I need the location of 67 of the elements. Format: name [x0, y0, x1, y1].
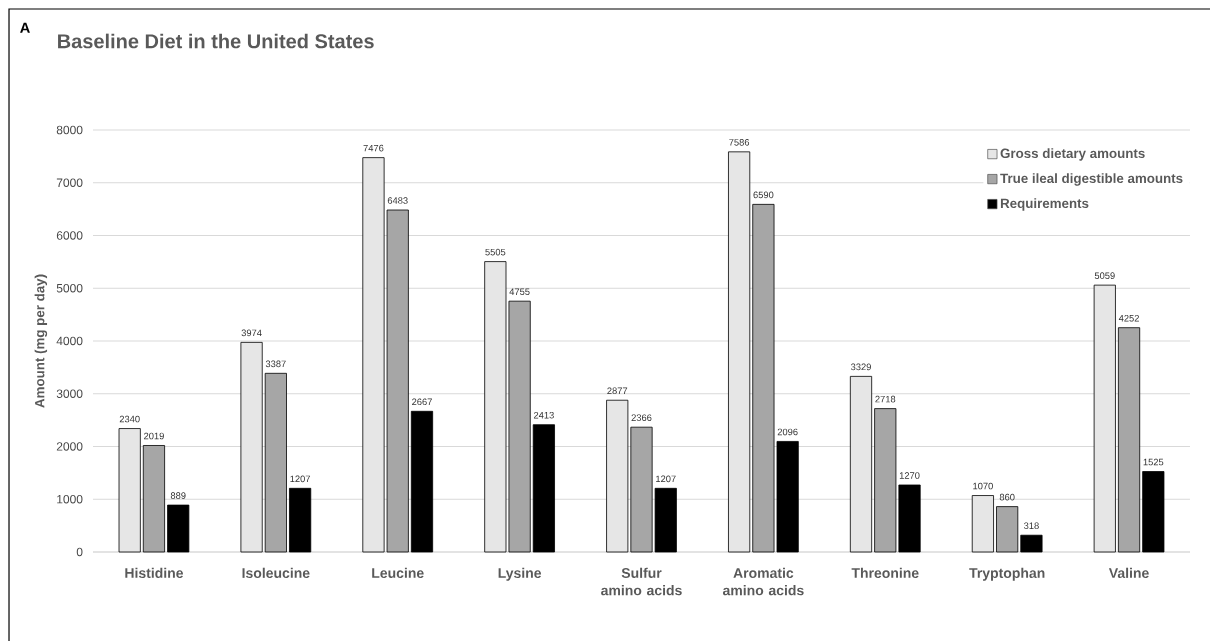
legend-label: Requirements — [1000, 198, 1089, 211]
y-tick-label: 3000 — [56, 389, 83, 398]
x-tick-label: Threonine — [851, 567, 919, 579]
data-label: 6590 — [753, 191, 774, 199]
bar — [142, 445, 166, 553]
y-tick-label: 6000 — [56, 231, 83, 240]
y-tick-label: 1000 — [57, 494, 83, 504]
text: A — [20, 22, 30, 33]
data-label: 2366 — [631, 414, 652, 421]
bar — [849, 375, 873, 553]
data-label: 1525 — [1143, 458, 1164, 466]
x-tick-label: Histidine — [125, 567, 184, 579]
data-label: 1070 — [973, 482, 993, 490]
y-tick-label: 4000 — [56, 336, 83, 346]
y-tick-label: 8000 — [56, 125, 83, 135]
x-tick-label: Sulfur amino acids — [601, 567, 682, 596]
y-tick-label: 0 — [76, 547, 83, 557]
data-label: 1207 — [656, 475, 676, 483]
y-tick-label: 7000 — [56, 178, 83, 187]
x-tick-label: Isoleucine — [242, 567, 310, 579]
data-label: 5059 — [1094, 272, 1115, 279]
y-tick-label: 5000 — [56, 283, 83, 293]
bar — [1117, 327, 1141, 553]
x-tick-label: Tryptophan — [969, 567, 1045, 581]
data-label: 860 — [999, 493, 1015, 501]
data-label: 1207 — [290, 475, 311, 483]
data-label: 1270 — [899, 472, 920, 479]
bar — [996, 506, 1019, 553]
data-label: 3974 — [241, 329, 262, 337]
data-label: 2413 — [533, 411, 554, 419]
chart-title: Baseline Diet in the United States — [58, 33, 374, 49]
data-label: 7586 — [729, 139, 750, 146]
data-label: 2340 — [119, 415, 140, 423]
data-label: 3387 — [265, 360, 286, 368]
bar — [240, 341, 263, 553]
bar — [410, 410, 434, 553]
bar — [532, 424, 555, 553]
bar — [167, 504, 190, 553]
data-label: 2718 — [875, 395, 896, 403]
data-label: 3329 — [850, 363, 871, 371]
bar — [971, 495, 994, 553]
x-tick-label: Leucine — [372, 567, 424, 579]
legend-label: True ileal digestible amounts — [1000, 173, 1183, 186]
data-label: 4252 — [1118, 314, 1139, 322]
bar — [1020, 534, 1043, 553]
data-label: 2667 — [412, 398, 432, 406]
x-tick-label: Valine — [1108, 567, 1149, 579]
data-label: 2019 — [144, 432, 164, 440]
bar — [264, 372, 287, 553]
data-label: 7476 — [363, 144, 384, 152]
bar — [728, 151, 751, 553]
data-label: 6483 — [387, 197, 408, 204]
y-tick-label: 2000 — [56, 442, 83, 451]
bar — [1093, 284, 1116, 553]
bar — [118, 428, 141, 553]
x-tick-label: Lysine — [498, 567, 542, 581]
x-tick-label: Aromatic amino acids — [722, 567, 804, 596]
bar — [289, 487, 312, 553]
data-label: 318 — [1024, 522, 1039, 530]
data-label: 2877 — [607, 387, 628, 395]
legend-label: Gross dietary amounts — [1000, 148, 1145, 161]
data-label: 5505 — [485, 248, 506, 256]
data-label: 2096 — [777, 428, 798, 436]
y-axis-title: Amount (mg per day) — [34, 274, 48, 408]
data-label: 4755 — [509, 288, 530, 295]
bar — [1142, 471, 1165, 553]
data-label: 889 — [170, 492, 186, 499]
